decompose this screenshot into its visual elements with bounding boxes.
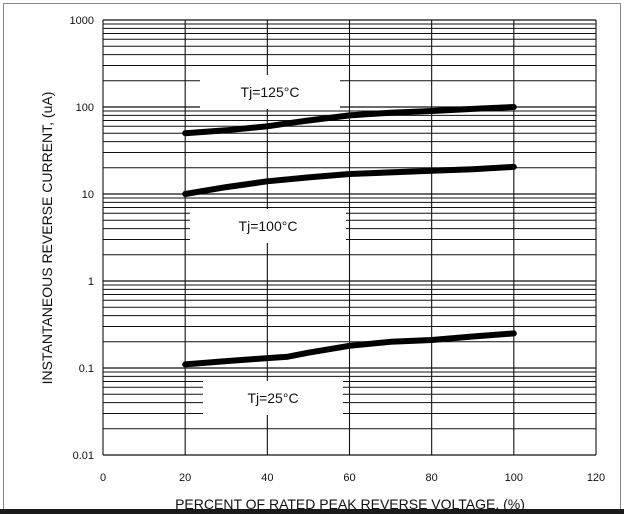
y-tick-label: 1000: [70, 15, 94, 27]
series-line-2: [182, 163, 517, 197]
x-tick-label: 60: [343, 472, 355, 484]
curve-label: Tj=125°C: [241, 84, 300, 100]
curve-label-box: [203, 381, 343, 415]
x-tick-label: 120: [587, 472, 605, 484]
curve-label: Tj=25°C: [247, 390, 298, 406]
y-axis-title: INSTANTANEOUS REVERSE CURRENT, (uA): [39, 92, 55, 385]
chart-grid: [102, 19, 597, 456]
x-axis-title: PERCENT OF RATED PEAK REVERSE VOLTAGE, (…: [175, 496, 525, 512]
x-axis-tick-labels: 0 20 40 60 80 100 120: [100, 472, 605, 484]
y-tick-label: 1: [88, 276, 94, 288]
curve-label-box: [190, 209, 346, 243]
curve-label-box: [200, 75, 340, 109]
x-tick-label: 0: [100, 472, 106, 484]
y-tick-label: 100: [76, 102, 94, 114]
y-axis-tick-labels: 0.01 0.1 1 10 100 1000: [70, 15, 94, 462]
bottom-border-bar: [0, 509, 624, 514]
x-tick-label: 40: [261, 472, 273, 484]
x-tick-label: 80: [426, 472, 438, 484]
chart-curves: [182, 104, 517, 368]
series-line-1: [182, 104, 517, 137]
series-line-3: [182, 330, 517, 368]
y-tick-label: 10: [82, 189, 94, 201]
x-tick-label: 20: [179, 472, 191, 484]
y-tick-label: 0.01: [73, 450, 94, 462]
chart-curve-labels: Tj=125°C Tj=100°C Tj=25°C: [190, 75, 346, 415]
y-tick-label: 0.1: [79, 363, 94, 375]
curve-label: Tj=100°C: [239, 218, 298, 234]
x-tick-label: 100: [505, 472, 523, 484]
